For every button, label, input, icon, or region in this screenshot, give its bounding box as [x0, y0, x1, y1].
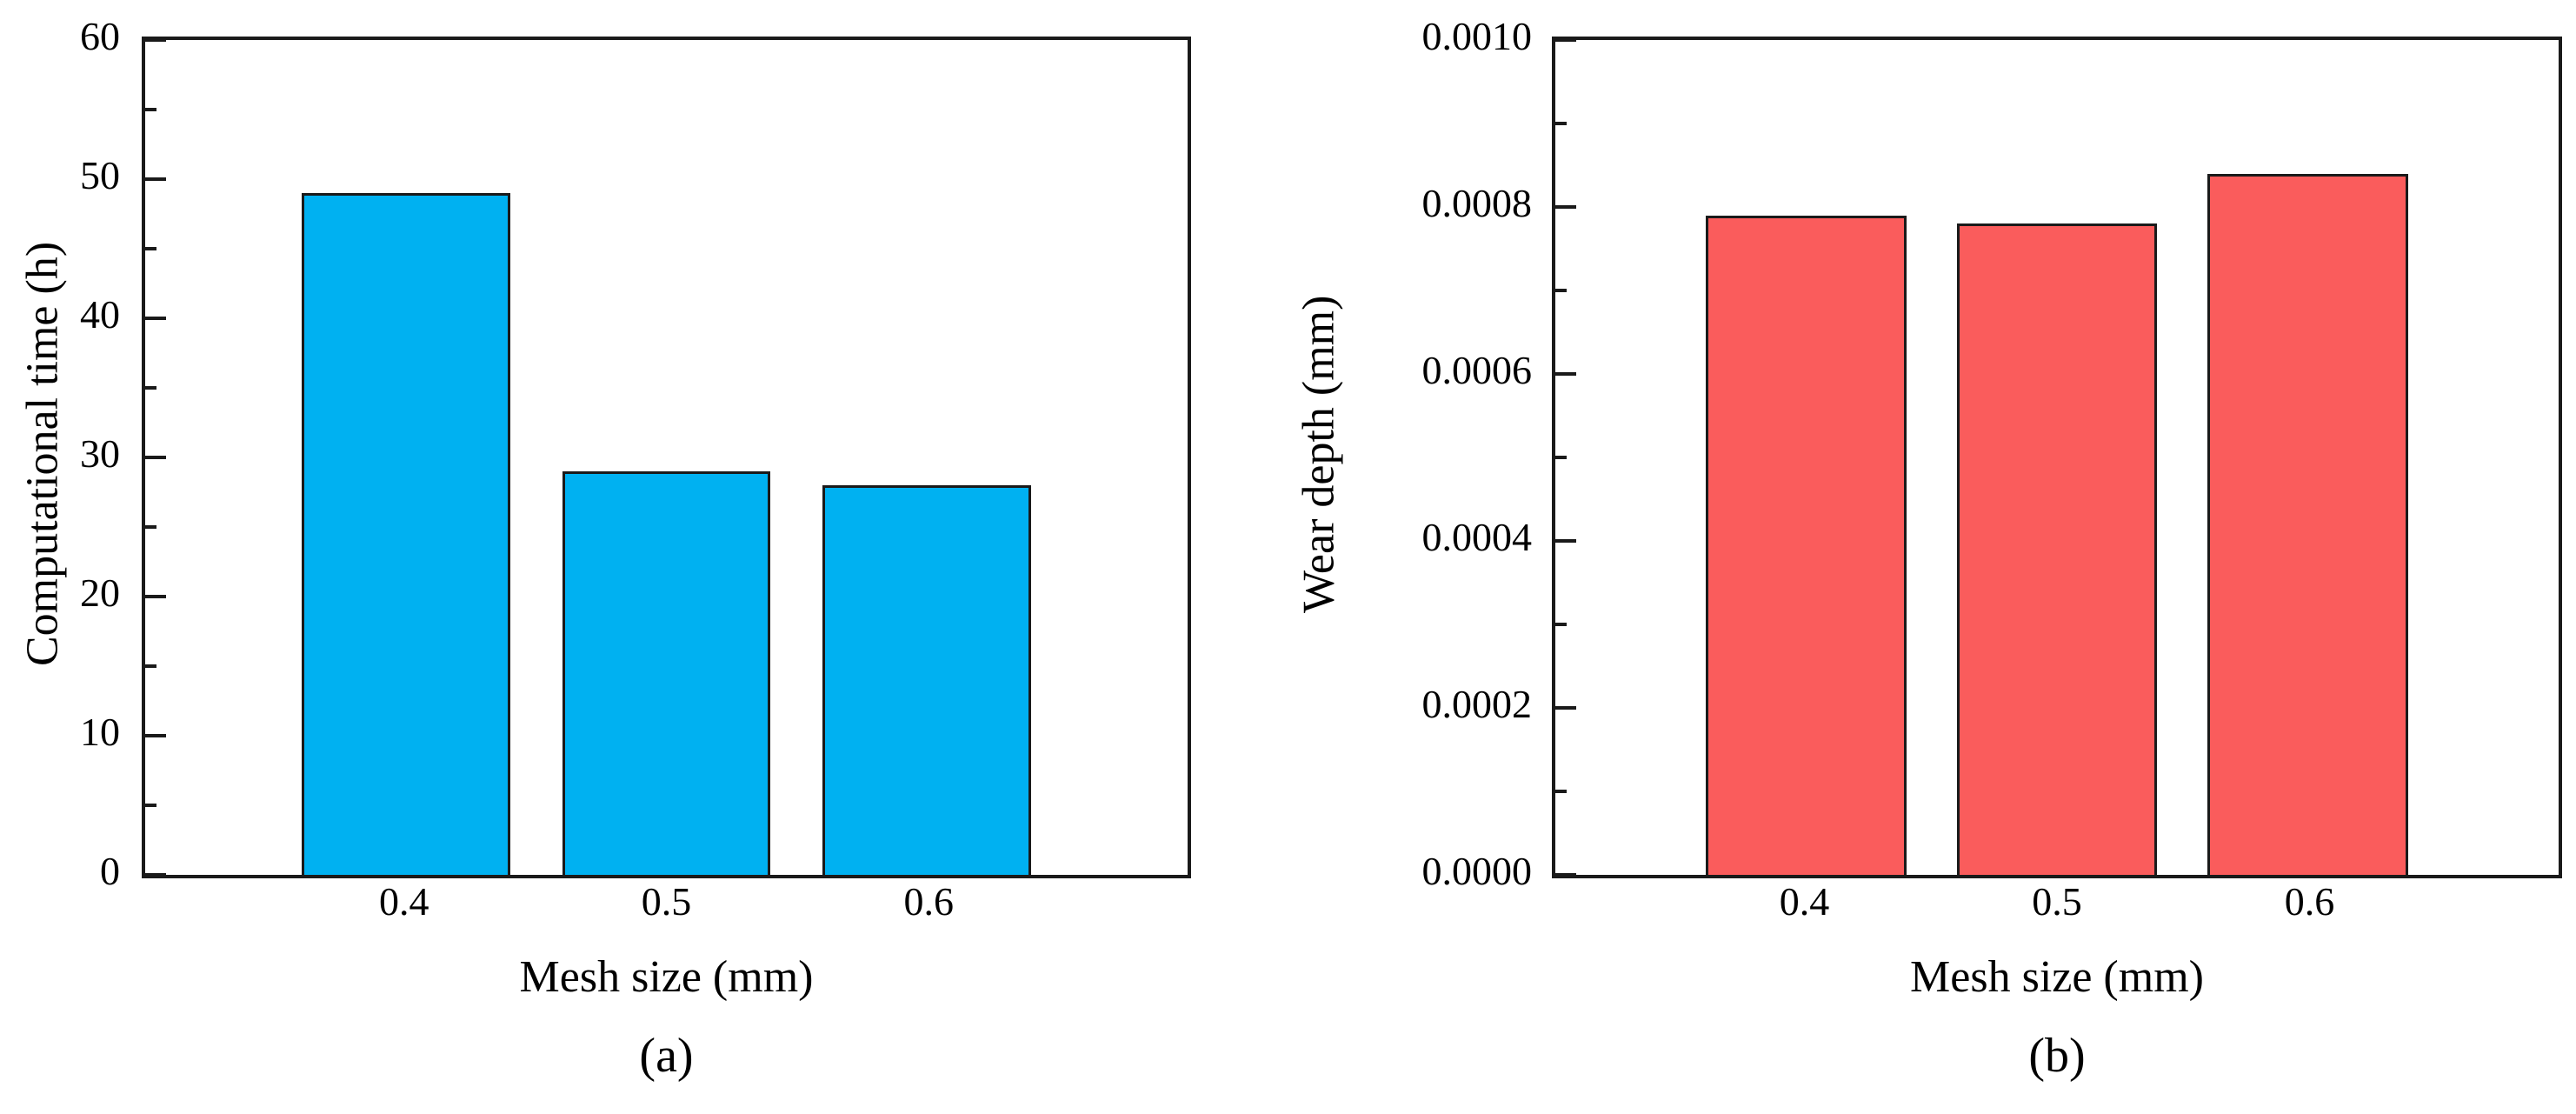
- chart-panel-a: Computational time (h) 0 10 20 30 40 50 60 0.4…: [0, 0, 1269, 1114]
- y-major-tick: [145, 594, 166, 598]
- y-major-tick: [1555, 873, 1576, 877]
- y-major-tick: [1555, 205, 1576, 209]
- y-major-tick: [145, 456, 166, 459]
- plot-area: [142, 37, 1191, 878]
- y-tick-label: 60: [80, 14, 120, 58]
- y-major-tick: [145, 316, 166, 320]
- y-minor-tick: [145, 107, 156, 111]
- x-tick-label: 0.6: [2284, 879, 2335, 924]
- y-tick-label: 20: [80, 570, 120, 615]
- y-major-tick: [1555, 38, 1576, 42]
- bar-0.5: [1956, 223, 2158, 875]
- y-major-tick: [1555, 706, 1576, 710]
- y-axis-title: Wear depth (mm): [1294, 295, 1344, 613]
- y-major-tick: [1555, 372, 1576, 376]
- x-tick-label: 0.4: [379, 879, 429, 924]
- y-tick-label: 0.0004: [1421, 515, 1533, 559]
- y-tick-label: 50: [80, 152, 120, 197]
- x-axis-title: Mesh size (mm): [519, 952, 814, 1002]
- x-tick-label: 0.4: [1779, 879, 1830, 924]
- chart-panel-b: Wear depth (mm) 0.0000 0.0002 0.0004 0.0006…: [1269, 0, 2576, 1114]
- x-tick-label: 0.6: [903, 879, 955, 924]
- y-tick-label: 40: [80, 291, 120, 337]
- panel-caption: (a): [639, 1029, 694, 1083]
- y-minor-tick: [1555, 122, 1567, 125]
- y-minor-tick: [145, 386, 156, 390]
- y-minor-tick: [145, 525, 156, 529]
- bar-0.6: [2207, 173, 2408, 875]
- y-minor-tick: [145, 247, 156, 250]
- bar-0.5: [562, 471, 771, 875]
- y-tick-label: 0.0008: [1421, 181, 1533, 225]
- bar-0.4: [301, 193, 510, 875]
- y-tick-label: 10: [80, 710, 120, 754]
- y-minor-tick: [1555, 456, 1567, 459]
- x-axis-ticks: 0.4 0.5 0.6: [142, 882, 1191, 943]
- y-axis-ticks: 0.0000 0.0002 0.0004 0.0006 0.0008 0.0010: [1346, 17, 1541, 891]
- x-tick-label: 0.5: [641, 879, 692, 924]
- y-tick-label: 0.0002: [1421, 682, 1533, 726]
- y-minor-tick: [1555, 790, 1567, 793]
- y-tick-label: 0: [100, 849, 120, 893]
- y-tick-label: 30: [80, 431, 120, 476]
- y-minor-tick: [1555, 289, 1567, 292]
- bar-0.6: [822, 485, 1032, 875]
- y-axis-ticks: 0 10 20 30 40 50 60: [0, 17, 129, 891]
- y-major-tick: [1555, 539, 1576, 543]
- y-tick-label: 0.0010: [1421, 14, 1533, 58]
- y-tick-label: 0.0006: [1421, 348, 1533, 392]
- y-tick-label: 0.0000: [1421, 849, 1533, 893]
- plot-area: [1552, 37, 2562, 878]
- panel-caption: (b): [2028, 1029, 2086, 1083]
- y-major-tick: [145, 177, 166, 181]
- x-tick-label: 0.5: [2032, 879, 2082, 924]
- bar-0.4: [1706, 215, 1907, 875]
- x-axis-title: Mesh size (mm): [1910, 952, 2204, 1002]
- x-axis-ticks: 0.4 0.5 0.6: [1552, 882, 2562, 943]
- y-minor-tick: [145, 664, 156, 668]
- y-major-tick: [145, 873, 166, 877]
- y-minor-tick: [145, 803, 156, 807]
- y-major-tick: [145, 38, 166, 42]
- y-minor-tick: [1555, 623, 1567, 626]
- y-major-tick: [145, 734, 166, 737]
